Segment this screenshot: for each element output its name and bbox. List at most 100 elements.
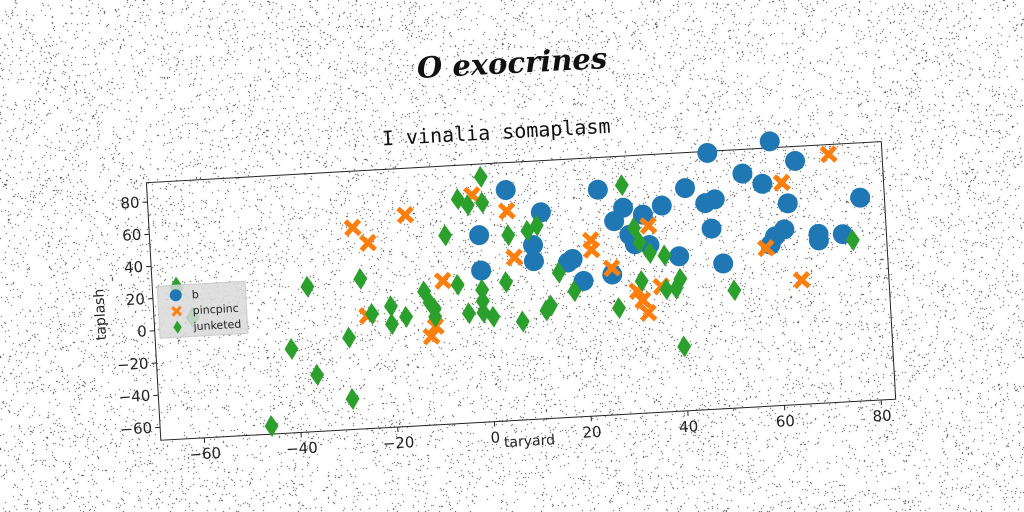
y-tick-label: −40 xyxy=(118,387,151,407)
point-pincpinc xyxy=(819,145,838,164)
point-b xyxy=(669,246,690,267)
x-tick-label: −40 xyxy=(286,439,319,459)
point-b xyxy=(675,178,696,199)
point-b xyxy=(759,131,780,152)
point-pincpinc xyxy=(792,271,811,290)
point-b xyxy=(469,225,490,246)
y-tick-label: 60 xyxy=(122,226,142,245)
y-tick-label: 40 xyxy=(124,258,144,277)
point-b xyxy=(697,142,718,163)
point-pincpinc xyxy=(639,303,658,322)
legend-marker-b xyxy=(169,289,182,302)
point-junketed xyxy=(460,194,475,217)
point-junketed xyxy=(634,269,649,292)
x-tick-label: 60 xyxy=(775,412,795,431)
point-b xyxy=(808,223,829,244)
x-tick-label: −60 xyxy=(189,444,222,464)
point-junketed xyxy=(342,326,357,349)
point-pincpinc-stroke xyxy=(772,173,791,192)
x-tick-label: 0 xyxy=(490,428,501,447)
point-junketed xyxy=(384,313,399,335)
point-pincpinc-stroke xyxy=(581,231,601,250)
y-tick-label: −60 xyxy=(120,419,153,439)
point-junketed xyxy=(284,338,299,360)
point-pincpinc xyxy=(396,206,415,225)
point-pincpinc-stroke xyxy=(819,145,838,164)
point-junketed xyxy=(567,280,582,303)
point-pincpinc-stroke xyxy=(756,239,776,258)
series-b xyxy=(469,131,871,291)
data-marks xyxy=(169,131,871,438)
point-pincpinc xyxy=(639,216,658,235)
point-junketed xyxy=(475,191,490,214)
point-junketed xyxy=(614,174,629,197)
x-axis-label: taryard xyxy=(504,432,556,451)
point-pincpinc-stroke xyxy=(602,259,621,278)
point-junketed xyxy=(428,305,443,328)
point-junketed xyxy=(501,224,516,247)
point-pincpinc-stroke xyxy=(792,271,811,290)
point-junketed xyxy=(264,415,279,438)
point-pincpinc xyxy=(497,201,516,221)
legend-label-junketed: junketed xyxy=(192,318,241,334)
point-junketed xyxy=(450,273,465,296)
point-junketed xyxy=(461,302,476,325)
point-junketed xyxy=(642,242,657,265)
point-junketed xyxy=(520,219,535,242)
point-pincpinc xyxy=(756,239,776,258)
point-pincpinc-stroke xyxy=(639,303,658,322)
point-b xyxy=(471,260,492,281)
point-b xyxy=(562,248,583,269)
point-pincpinc-stroke xyxy=(422,327,441,346)
y-axis-label: taplash xyxy=(91,288,110,340)
point-junketed xyxy=(310,364,325,386)
legend-label-pincpinc: pincpinc xyxy=(192,302,239,318)
point-b xyxy=(785,150,806,171)
point-pincpinc-stroke xyxy=(396,206,415,225)
legend-marker-junketed xyxy=(173,320,182,334)
point-pincpinc-stroke xyxy=(343,218,362,237)
legend-marker-pincpinc xyxy=(171,305,183,317)
point-junketed xyxy=(632,231,647,254)
point-pincpinc-stroke xyxy=(433,271,452,290)
point-junketed xyxy=(499,271,513,294)
point-b xyxy=(495,180,516,201)
point-junketed xyxy=(345,387,360,410)
x-tick-label: −20 xyxy=(382,433,415,453)
point-b xyxy=(752,173,773,194)
point-junketed xyxy=(473,165,488,188)
point-junketed xyxy=(529,214,544,237)
point-pincpinc-stroke xyxy=(633,291,652,310)
point-junketed xyxy=(365,302,379,325)
point-pincpinc xyxy=(433,271,452,290)
point-pincpinc-stroke xyxy=(639,216,658,235)
point-pincpinc-stroke xyxy=(358,233,378,253)
point-pincpinc xyxy=(422,327,441,346)
x-tick-label: 40 xyxy=(679,417,699,436)
point-junketed xyxy=(657,244,672,267)
plot-title: I vinalia somaplasm xyxy=(381,114,611,151)
legend-label-b: b xyxy=(191,288,199,301)
point-junketed xyxy=(669,277,684,300)
point-b xyxy=(713,253,734,274)
point-b xyxy=(701,218,722,239)
point-b xyxy=(704,189,725,210)
point-pincpinc xyxy=(581,231,601,250)
point-pincpinc xyxy=(505,248,524,267)
point-b xyxy=(651,195,672,216)
y-tick-label: −20 xyxy=(116,354,149,374)
legend-marker-pincpinc-stroke xyxy=(171,305,183,317)
point-junketed xyxy=(353,267,368,290)
point-b xyxy=(587,179,608,200)
point-junketed xyxy=(438,224,453,247)
point-b xyxy=(732,163,753,184)
point-junketed xyxy=(727,279,742,302)
point-junketed xyxy=(515,310,530,333)
point-b xyxy=(573,270,594,291)
point-b xyxy=(613,197,634,218)
plot-group: I vinalia somaplasm −60 −40 −20 0 20 40 60 80 −6… xyxy=(91,114,897,464)
x-tick-label: 80 xyxy=(872,406,892,425)
y-tick-label: 20 xyxy=(125,290,145,309)
point-pincpinc xyxy=(343,218,362,237)
